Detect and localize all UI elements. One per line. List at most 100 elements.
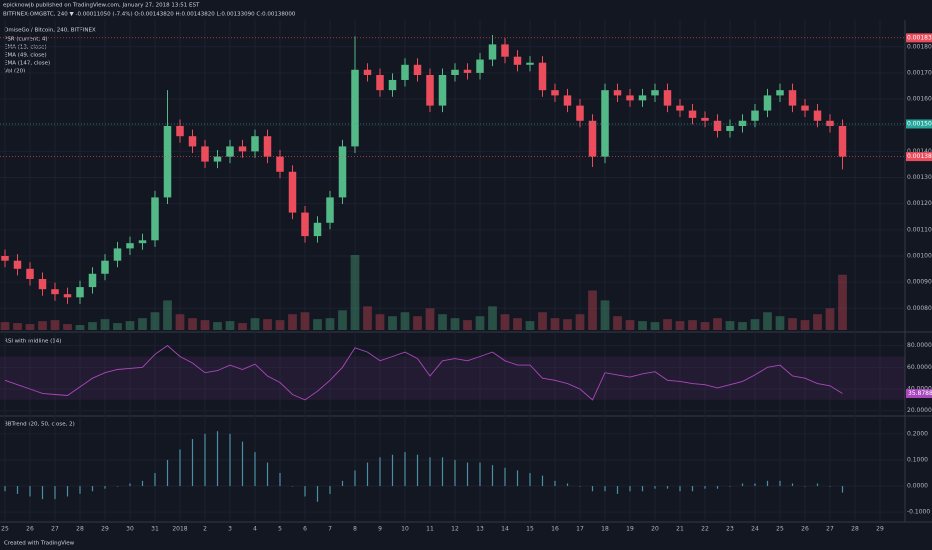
x-tick-label: 17	[576, 526, 584, 533]
bbtrend-bar	[91, 486, 94, 492]
candle-body	[38, 279, 47, 290]
volume-bar	[600, 300, 610, 330]
indicator-label: Vol (20)	[4, 69, 25, 75]
volume-bar	[75, 325, 85, 330]
bbtrend-bar	[316, 486, 319, 502]
x-tick-label: 11	[426, 526, 434, 533]
volume-bar	[150, 312, 160, 330]
indicator-label: EMA (147, close)	[4, 61, 50, 67]
price-label: 0.00138000	[907, 153, 932, 160]
bbtrend-bar	[841, 486, 844, 493]
volume-bar	[825, 308, 835, 330]
bbtrend-bar	[266, 462, 269, 487]
candle-body	[738, 120, 747, 126]
y-tick-label: 0.00080000	[907, 305, 932, 312]
volume-bar	[25, 324, 35, 330]
candle-body	[226, 146, 234, 157]
bbtrend-bar	[54, 486, 56, 500]
bbtrend-bar	[491, 465, 494, 487]
candle-body	[713, 120, 722, 131]
volume-bar	[475, 316, 485, 330]
candle-body	[426, 75, 434, 106]
pane-title: OmiseGo / Bitcoin, 240, BITFINEX	[4, 28, 96, 34]
bbtrend-bar	[516, 470, 519, 487]
volume-bar	[400, 312, 410, 330]
bbtrend-bar	[779, 480, 781, 487]
bbtrend-bar	[554, 480, 556, 487]
bbtrend-bar	[754, 483, 756, 487]
volume-bar	[488, 306, 497, 330]
candle-body	[126, 243, 134, 249]
candle-body	[763, 95, 772, 111]
volume-bar	[363, 306, 372, 330]
candle-body	[801, 105, 809, 111]
volume-bar	[388, 316, 397, 330]
volume-bar	[800, 320, 810, 330]
bbtrend-bar	[166, 459, 169, 487]
bbtrend-bar	[4, 486, 6, 492]
volume-bar	[500, 314, 510, 330]
volume-bar	[100, 319, 110, 330]
volume-bar	[513, 318, 522, 330]
bbtrend-bar	[791, 483, 794, 487]
x-tick-label: 26	[26, 526, 34, 533]
x-tick-label: 18	[601, 526, 609, 533]
bbtrend-bar	[441, 457, 444, 487]
x-tick-label: 2	[203, 526, 207, 533]
x-tick-label: 3	[228, 526, 232, 533]
bbtrend-bar	[666, 486, 669, 489]
candle-body	[88, 273, 97, 288]
price-label-box	[906, 152, 932, 162]
bbtrend-bar	[104, 486, 106, 489]
candle-body	[388, 79, 397, 91]
volume-bar	[613, 316, 622, 330]
volume-bar	[525, 321, 535, 330]
bbtrend-bar	[341, 480, 344, 487]
volume-bar	[88, 322, 97, 330]
price-label: 0.00183400	[907, 34, 932, 41]
bbtrend-bar	[191, 439, 194, 487]
bbtrend-bar	[354, 470, 356, 487]
bbtrend-bar	[204, 433, 206, 487]
bbtrend-bar	[591, 486, 594, 492]
candle-body	[51, 289, 59, 295]
volume-bar	[700, 322, 710, 330]
candle-body	[276, 156, 284, 172]
y-tick-label: 20.0000	[907, 407, 932, 414]
volume-bar	[350, 255, 360, 330]
bbtrend-bar	[679, 486, 681, 492]
volume-bar	[163, 300, 172, 330]
candle-body	[451, 69, 459, 75]
bbtrend-bar	[391, 454, 394, 487]
candle-body	[538, 62, 547, 91]
rsi-value-label: 35.8788	[908, 390, 932, 397]
bbtrend-bar	[704, 486, 706, 489]
volume-bar	[550, 318, 560, 330]
candle-body	[751, 110, 759, 121]
candle-body	[688, 110, 697, 118]
bbtrend-bar	[429, 457, 431, 487]
volume-bar	[313, 319, 322, 330]
bbtrend-bar	[241, 441, 244, 487]
candle-body	[726, 126, 734, 131]
volume-bar	[413, 316, 422, 330]
candle-body	[251, 136, 259, 152]
x-tick-label: 4	[253, 526, 257, 533]
volume-bar	[750, 319, 760, 330]
header-symbol: BITFINEX:OMGBTC, 240 ▼ -0.00011050 (-7.4…	[3, 12, 296, 18]
candle-body	[138, 240, 147, 244]
volume-bar	[375, 314, 385, 330]
y-tick-label: 60.0000	[907, 364, 932, 371]
volume-bar	[300, 312, 310, 330]
candle-body	[176, 126, 184, 137]
candle-body	[201, 146, 209, 162]
header-author: epicknowjb published on TradingView.com,…	[3, 3, 200, 9]
x-tick-label: 10	[401, 526, 409, 533]
price-label-box	[906, 119, 932, 129]
bbtrend-bar	[466, 462, 469, 487]
candle-body	[788, 90, 797, 106]
volume-bar	[138, 318, 147, 330]
volume-bar	[788, 318, 797, 330]
